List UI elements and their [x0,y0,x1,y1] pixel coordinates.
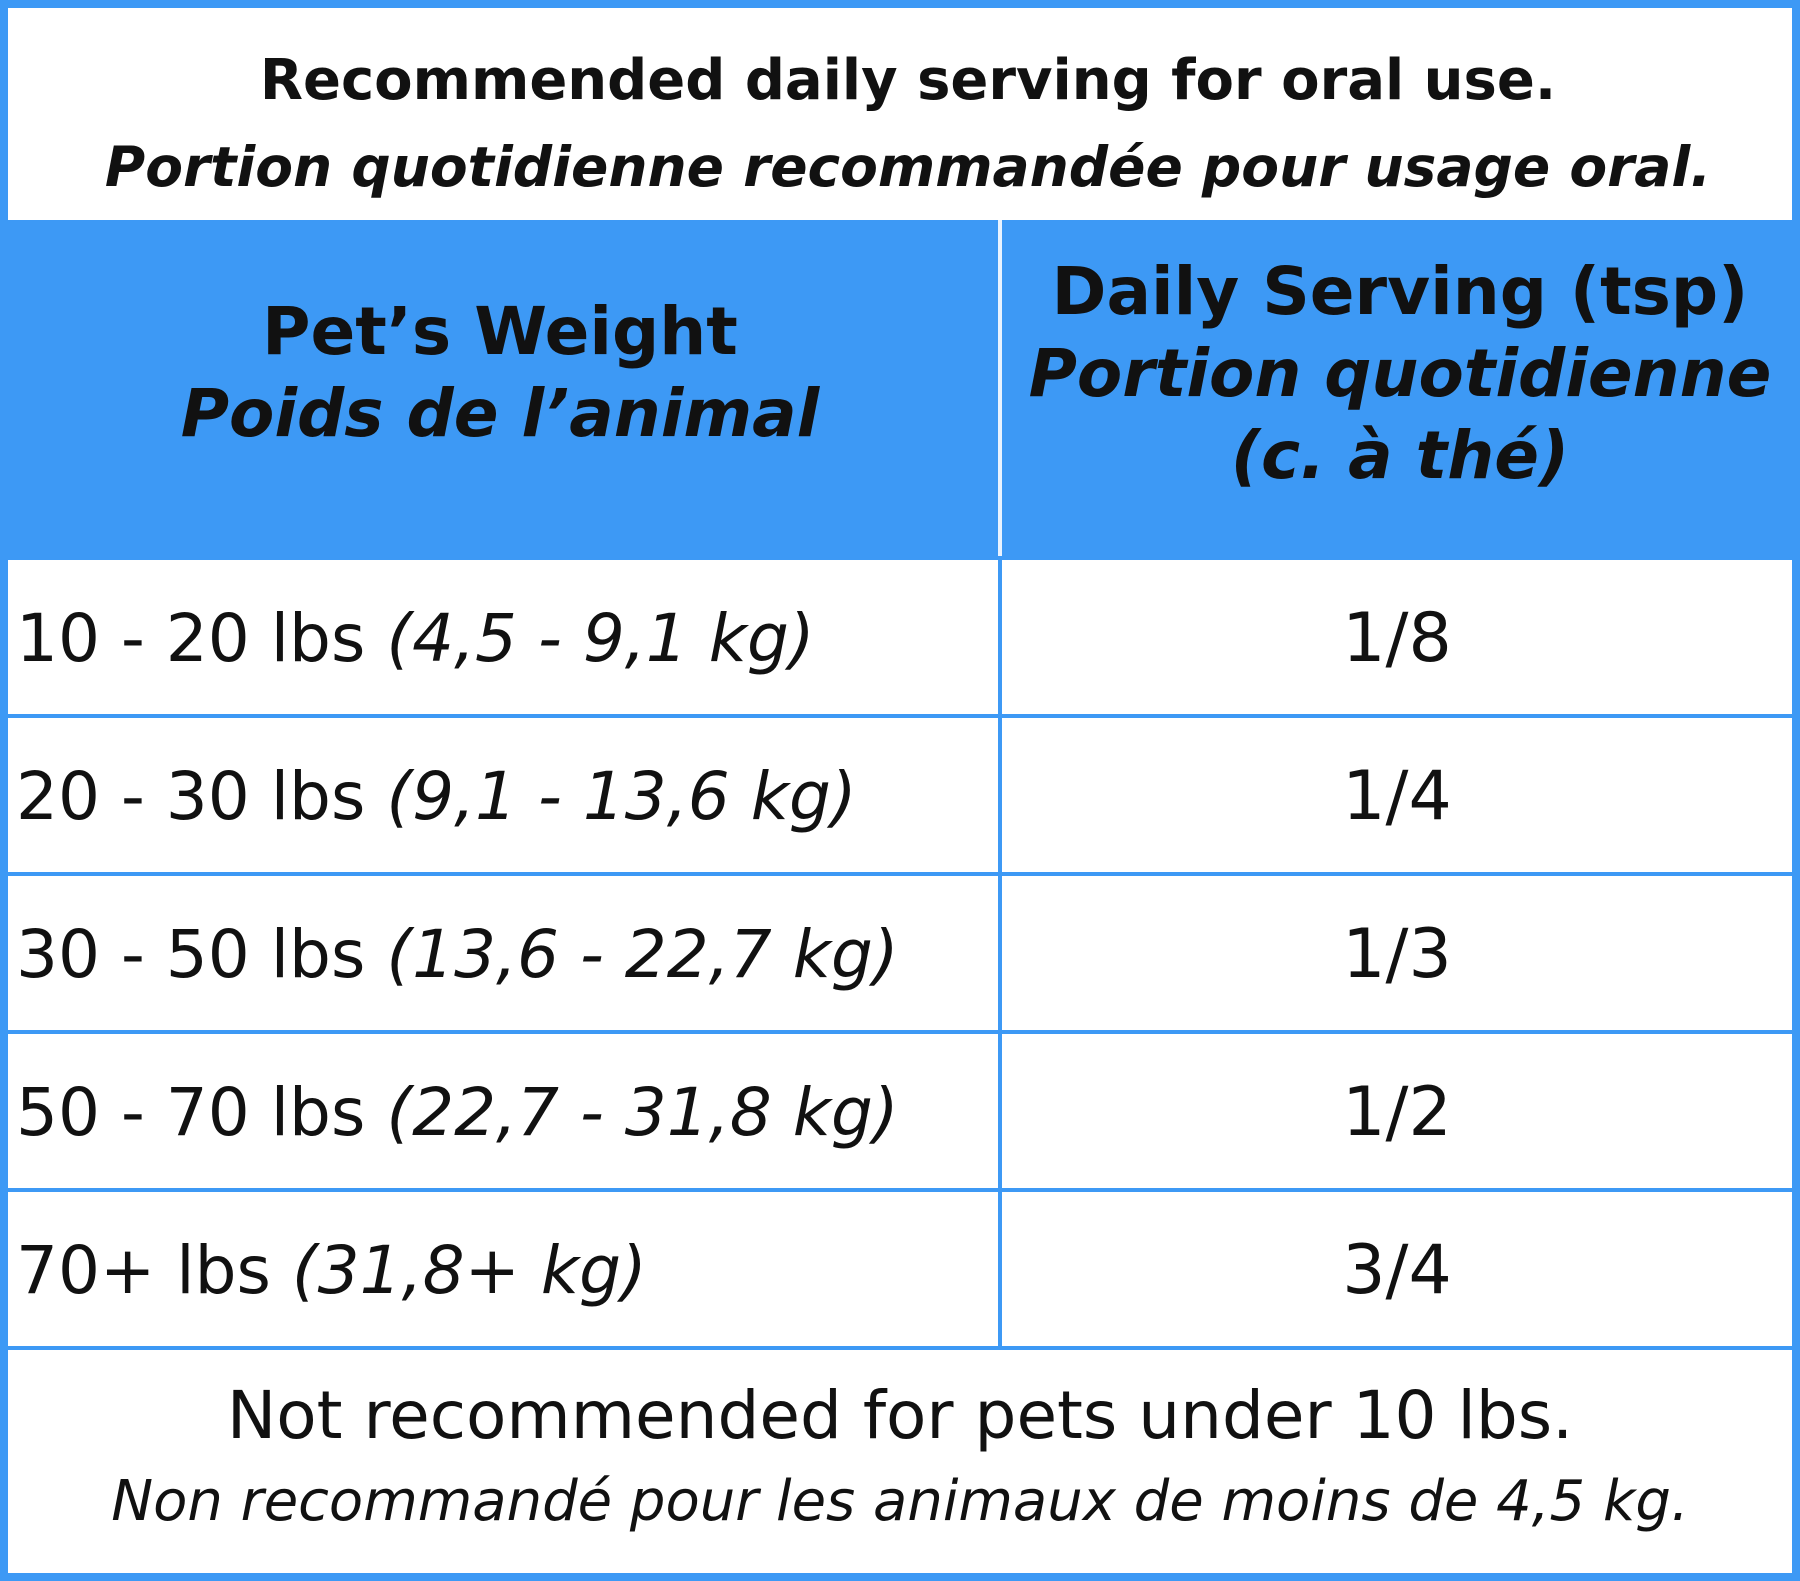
header-serving-english: Daily Serving (tsp) [1051,253,1749,330]
weight-metric: (13,6 - 22,7 kg) [386,916,899,993]
serving-cell: 1/4 [1342,757,1452,836]
weight-imperial: 10 - 20 lbs [16,600,366,677]
header-weight: Pet’s Weight Poids de l’animal [0,220,1000,560]
table-title: Recommended daily serving for oral use. … [16,16,1800,228]
header-weight-french: Poids de l’animal [180,375,820,452]
weight-imperial: 30 - 50 lbs [16,916,366,993]
weight-cell: 70+ lbs (31,8+ kg) [0,1192,998,1349]
table-footer: Not recommended for pets under 10 lbs. N… [8,1348,1792,1573]
row-divider [0,1346,1800,1350]
serving-cell: 3/4 [1342,1231,1452,1310]
weight-cell: 50 - 70 lbs (22,7 - 31,8 kg) [0,1034,998,1191]
table-header-row: Pet’s Weight Poids de l’animal Daily Ser… [0,220,1800,560]
table-row: 20 - 30 lbs (9,1 - 13,6 kg) 1/4 [0,718,1800,875]
table-row: 10 - 20 lbs (4,5 - 9,1 kg) 1/8 [0,560,1800,717]
table-row: 30 - 50 lbs (13,6 - 22,7 kg) 1/3 [0,876,1800,1033]
row-divider [0,1188,1800,1192]
weight-metric: (4,5 - 9,1 kg) [386,600,815,677]
header-column-divider [998,220,1002,556]
weight-imperial: 50 - 70 lbs [16,1074,366,1151]
weight-cell: 10 - 20 lbs (4,5 - 9,1 kg) [0,560,998,717]
weight-imperial: 70+ lbs [16,1232,271,1309]
title-english: Recommended daily serving for oral use. [259,48,1557,113]
weight-cell: 30 - 50 lbs (13,6 - 22,7 kg) [0,876,998,1033]
serving-cell: 1/2 [1342,1073,1452,1152]
row-divider [0,1030,1800,1034]
serving-cell: 1/3 [1342,915,1452,994]
footer-french: Non recommandé pour les animaux de moins… [111,1469,1689,1534]
table-row: 50 - 70 lbs (22,7 - 31,8 kg) 1/2 [0,1034,1800,1191]
footer-english: Not recommended for pets under 10 lbs. [226,1377,1574,1454]
weight-metric: (31,8+ kg) [291,1232,647,1309]
table-row: 70+ lbs (31,8+ kg) 3/4 [0,1192,1800,1349]
header-serving: Daily Serving (tsp) Portion quotidienne … [1000,220,1800,560]
weight-metric: (9,1 - 13,6 kg) [386,758,857,835]
weight-imperial: 20 - 30 lbs [16,758,366,835]
serving-cell: 1/8 [1342,599,1452,678]
row-divider [0,872,1800,876]
row-divider [0,556,1800,560]
column-divider [998,556,1002,1346]
title-french: Portion quotidienne recommandée pour usa… [104,135,1712,199]
row-divider [0,714,1800,718]
header-serving-french-unit: (c. à thé) [1230,417,1570,494]
header-serving-french: Portion quotidienne [1028,335,1772,412]
header-weight-english: Pet’s Weight [262,293,738,370]
weight-cell: 20 - 30 lbs (9,1 - 13,6 kg) [0,718,998,875]
weight-metric: (22,7 - 31,8 kg) [386,1074,899,1151]
